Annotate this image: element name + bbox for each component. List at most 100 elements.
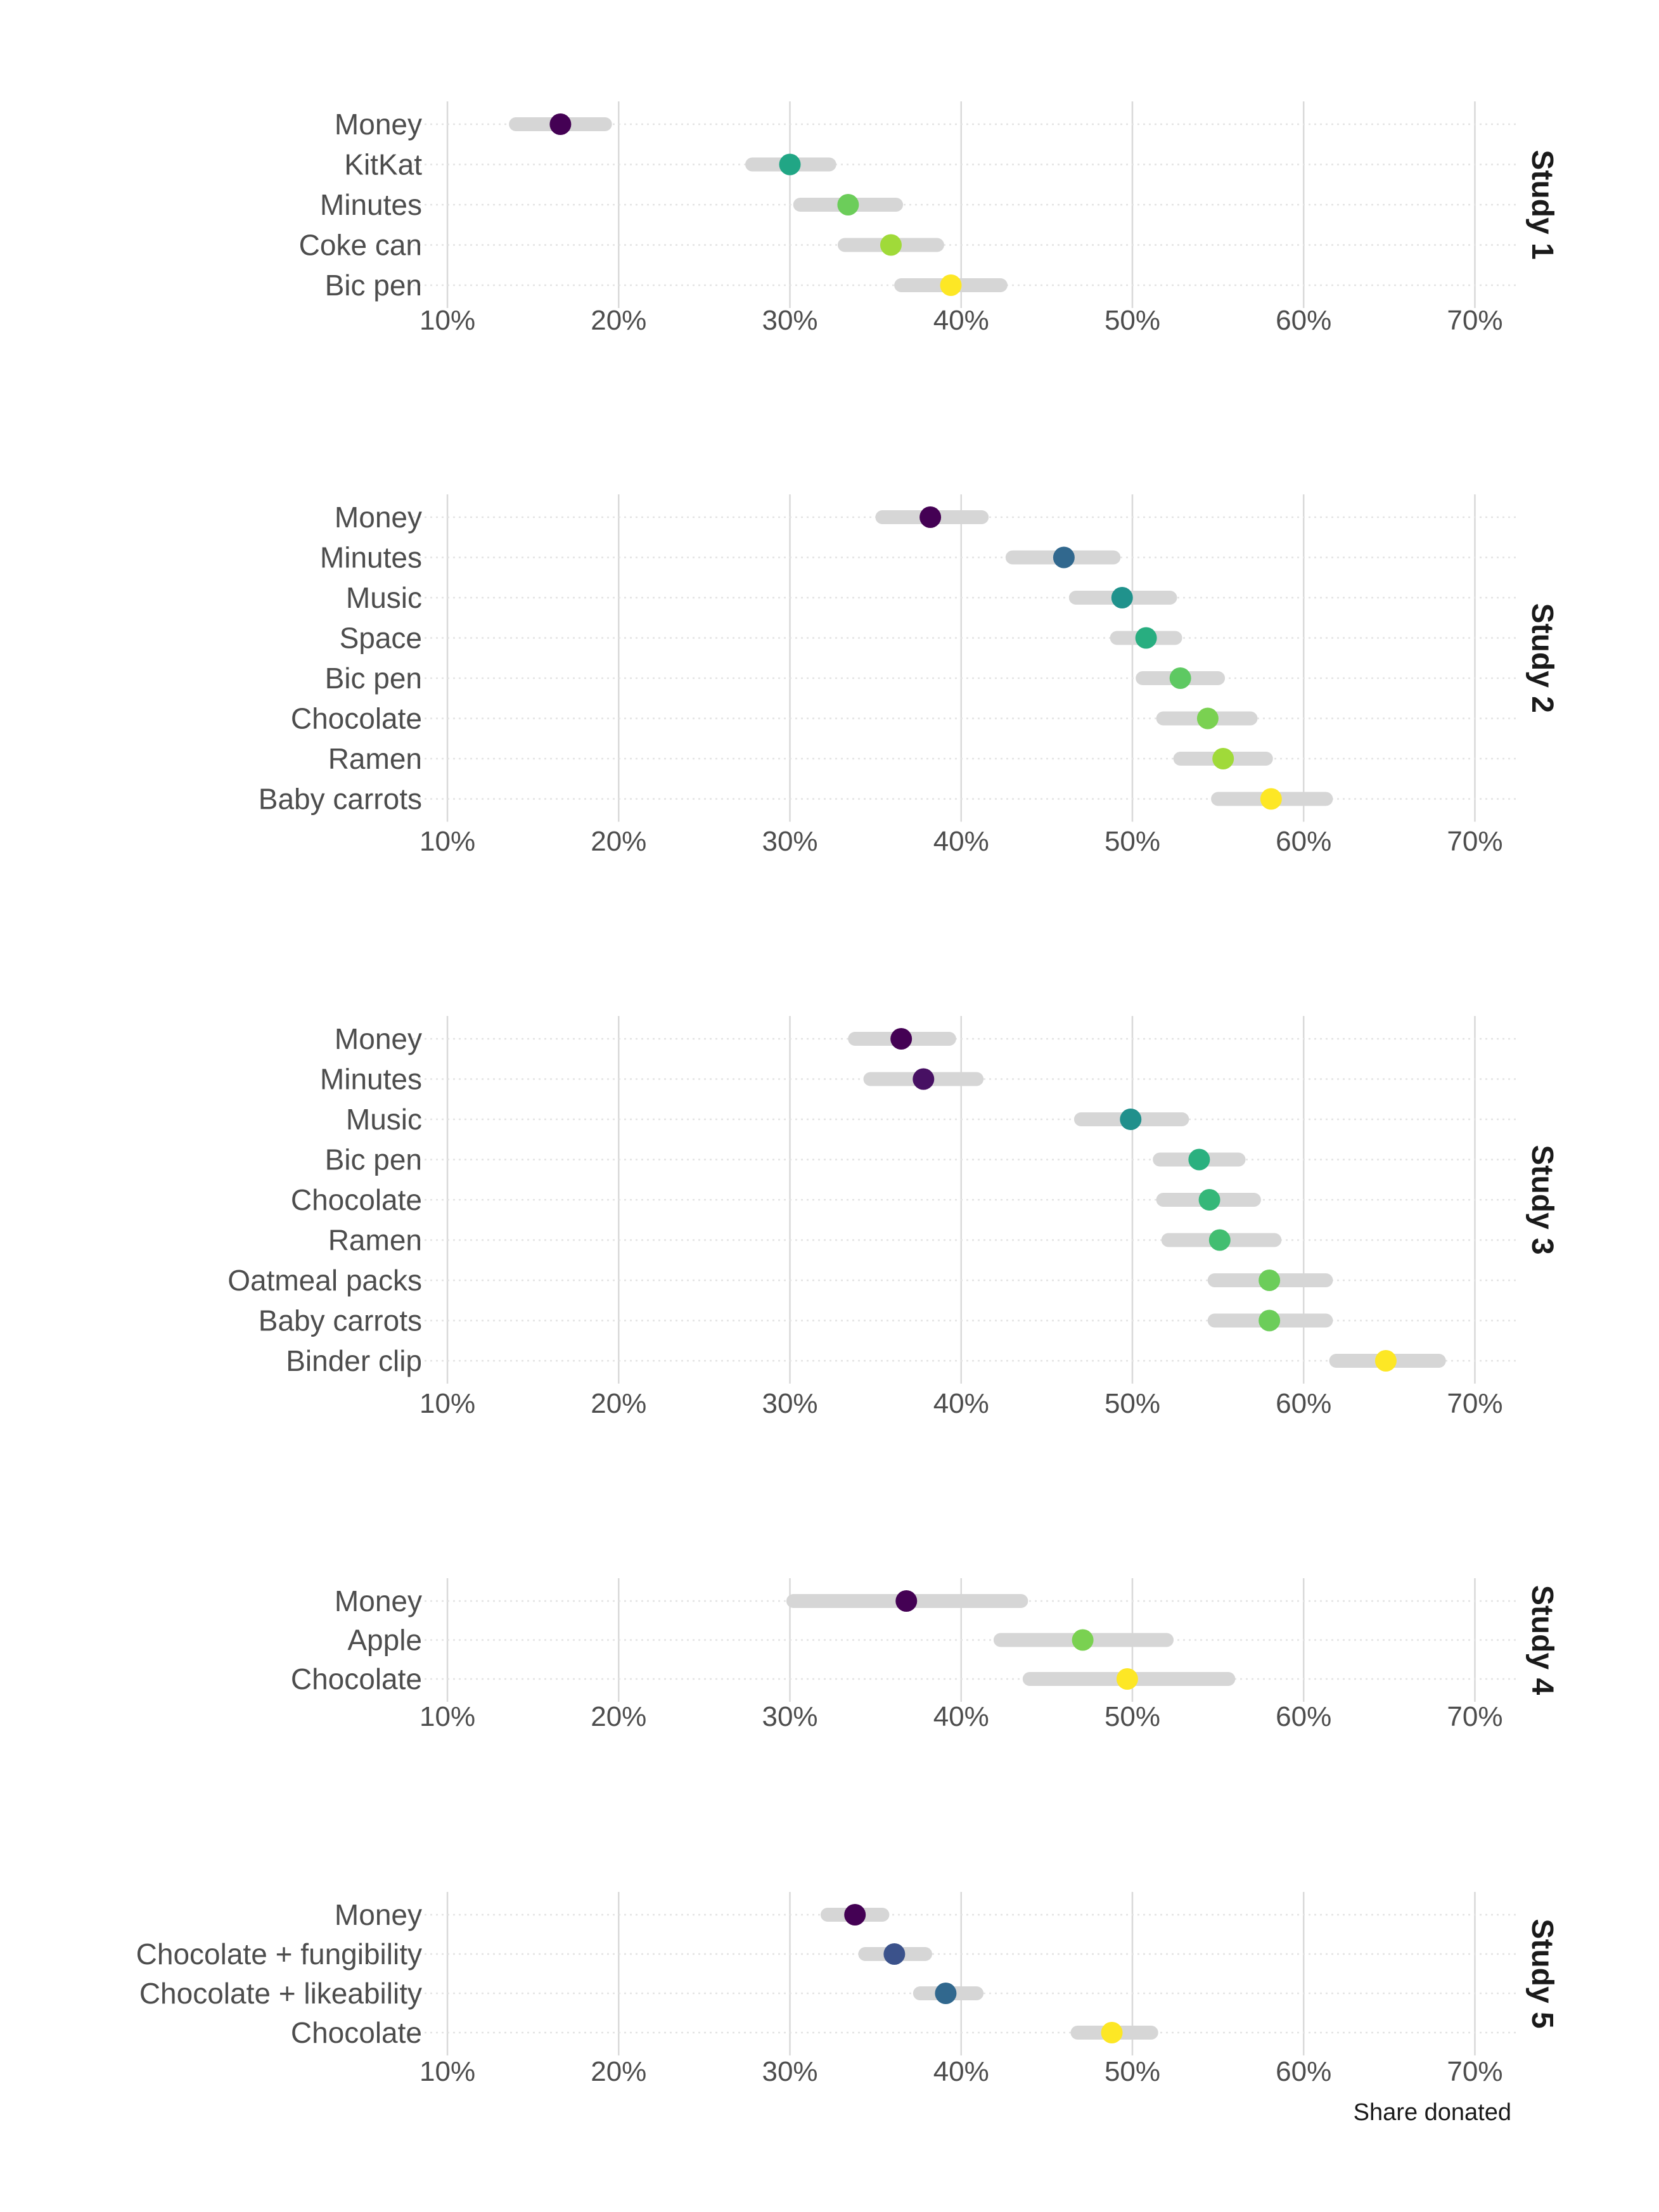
tick-label: 20% [591,1701,646,1732]
category-label: Chocolate [291,1183,422,1216]
data-point [913,1068,935,1090]
data-point [837,194,859,215]
data-point [1188,1148,1210,1171]
panel-3: Money Minutes Music Bic pen Chocolate Ramen Oa… [227,1016,1559,1419]
data-point [1260,788,1282,810]
tick-label: 70% [1447,305,1502,336]
category-label: Coke can [299,229,422,262]
tick-label: 70% [1447,2056,1502,2087]
data-point [1259,1309,1281,1332]
category-label: Bic pen [325,269,422,302]
panel-5: Money Chocolate + fungibility Chocolate + … [136,1892,1559,2087]
category-label: Money [335,501,422,534]
data-point [1374,1350,1397,1372]
data-point [919,506,942,528]
data-point [883,1943,906,1965]
data-point [1101,2022,1123,2043]
data-point [1169,667,1191,689]
tick-label: 70% [1447,1701,1502,1732]
category-label: KitKat [344,148,422,181]
data-point [1111,587,1133,608]
category-label: Bic pen [325,1143,422,1176]
tick-label: 10% [420,305,475,336]
category-label: Chocolate [291,2016,422,2049]
data-point [1053,546,1075,569]
data-point [880,234,902,256]
tick-label: 10% [420,1701,475,1732]
tick-label: 50% [1105,2056,1160,2087]
tick-label: 60% [1276,305,1331,336]
tick-label: 20% [591,305,646,336]
tick-label: 40% [933,1701,989,1732]
data-point [1259,1270,1281,1291]
category-label: Money [335,108,422,141]
data-point [895,1590,918,1612]
category-label: Baby carrots [259,1304,422,1337]
category-label: Bic pen [325,662,422,695]
tick-label: 30% [762,826,817,857]
tick-label: 50% [1105,305,1160,336]
data-point [1196,707,1219,730]
tick-label: 20% [591,1388,646,1419]
data-point [940,274,962,296]
tick-label: 50% [1105,1388,1160,1419]
tick-label: 60% [1276,1701,1331,1732]
tick-label: 30% [762,2056,817,2087]
tick-label: 40% [933,1388,989,1419]
tick-label: 10% [420,826,475,857]
tick-label: 70% [1447,826,1502,857]
tick-label: 10% [420,2056,475,2087]
tick-label: 30% [762,305,817,336]
tick-label: 60% [1276,826,1331,857]
category-label: Minutes [320,188,422,221]
data-point [549,113,572,135]
category-label: Music [346,1103,422,1136]
category-label: Chocolate [291,702,422,735]
tick-label: 70% [1447,1388,1502,1419]
category-label: Money [335,1022,422,1055]
data-point [1198,1189,1220,1211]
category-label: Apple [347,1624,422,1657]
data-point [844,1904,866,1926]
category-label: Ramen [328,1224,422,1257]
data-point [935,1983,957,2004]
tick-label: 40% [933,305,989,336]
data-point [1208,1229,1231,1251]
category-label: Binder clip [286,1344,422,1377]
category-label: Chocolate [291,1662,422,1695]
category-label: Space [340,622,422,655]
category-label: Chocolate + likeability [139,1977,422,2010]
category-label: Oatmeal packs [227,1264,422,1297]
strip-label: Study 5 [1525,1919,1559,2028]
tick-label: 10% [420,1388,475,1419]
panel-4: Money Apple Chocolate 10% 20% 30% 40% 50% 60% 70%… [291,1578,1559,1732]
data-point [1212,748,1234,769]
category-label: Money [335,1585,422,1617]
tick-label: 60% [1276,1388,1331,1419]
data-point [890,1028,913,1050]
panel-2: Money Minutes Music Space Bic pen Chocolate Ra… [259,494,1559,857]
category-label: Baby carrots [259,783,422,816]
strip-label: Study 1 [1525,150,1559,259]
tick-label: 50% [1105,1701,1160,1732]
tick-label: 40% [933,2056,989,2087]
tick-label: 30% [762,1701,817,1732]
tick-label: 20% [591,826,646,857]
strip-label: Study 2 [1525,603,1559,713]
x-axis-title: Share donated [1354,2099,1511,2126]
strip-label: Study 4 [1525,1585,1559,1695]
tick-label: 50% [1105,826,1160,857]
strip-label: Study 3 [1525,1145,1559,1254]
category-label: Chocolate + fungibility [136,1938,422,1971]
data-point [779,153,801,176]
category-label: Money [335,1898,422,1931]
category-label: Music [346,581,422,614]
tick-label: 40% [933,826,989,857]
data-point [1135,627,1157,649]
data-point [1120,1109,1142,1130]
data-point [1072,1629,1094,1651]
